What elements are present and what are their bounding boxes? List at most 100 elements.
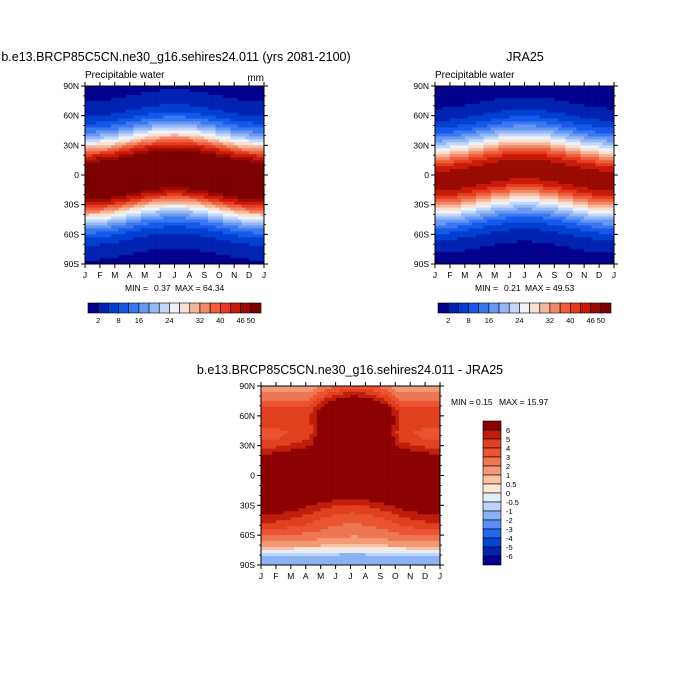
panel-obs-heat-cell bbox=[550, 172, 555, 176]
panel-obs-heat-cell bbox=[520, 169, 525, 173]
panel-model-heat-cell bbox=[241, 207, 246, 211]
panel-obs-heat-cell bbox=[595, 148, 600, 152]
panel-obs-heat-cell bbox=[572, 183, 578, 188]
panel-model-heat-cell bbox=[96, 195, 101, 200]
panel-model-heat-cell bbox=[237, 160, 242, 164]
panel-obs-heat-cell bbox=[550, 175, 555, 179]
panel-obs-heat-cell bbox=[591, 94, 596, 99]
panel-model-heat-cell bbox=[185, 195, 190, 200]
panel-obs-heat-cell bbox=[435, 166, 440, 170]
panel-model-heat-cell bbox=[249, 112, 254, 116]
panel-obs-heat-cell bbox=[599, 97, 604, 102]
panel-obs-heat-cell bbox=[498, 166, 503, 170]
panel-model-heat-cell bbox=[96, 225, 101, 229]
panel-obs-heat-cell bbox=[479, 112, 484, 116]
panel-model-heat-cell bbox=[163, 177, 168, 182]
panel-model-heat-cell bbox=[174, 183, 179, 188]
panel-model-heat-cell bbox=[226, 252, 231, 256]
panel-model-heat-cell bbox=[103, 139, 108, 143]
panel-model-heat-cell bbox=[189, 88, 194, 93]
panel-model-heat-cell bbox=[144, 261, 149, 264]
panel-model-heat-cell bbox=[256, 175, 261, 179]
panel-model-heat-cell bbox=[222, 210, 228, 214]
panel-model-heat-cell bbox=[114, 189, 119, 194]
panel-obs-heat-cell bbox=[576, 157, 581, 161]
panel-model-heat-cell bbox=[85, 201, 90, 205]
panel-model-heat-cell bbox=[126, 148, 131, 152]
panel-model-heat-cell bbox=[163, 151, 168, 155]
panel-model-heat-cell bbox=[241, 252, 246, 256]
panel-model-heat-cell bbox=[133, 234, 138, 238]
panel-model-heat-cell bbox=[159, 219, 164, 223]
panel-obs-heat-cell bbox=[453, 163, 458, 167]
panel-obs-heat-cell bbox=[479, 130, 484, 134]
panel-model-heat-cell bbox=[193, 258, 198, 262]
panel-model-heat-cell bbox=[137, 115, 142, 119]
panel-obs-heat-cell bbox=[487, 133, 492, 137]
panel-obs-heat-cell bbox=[472, 145, 477, 149]
panel-model-heat-cell bbox=[204, 255, 209, 259]
panel-model-heat-cell bbox=[245, 166, 250, 170]
panel-obs-heat-cell bbox=[524, 186, 529, 191]
panel-obs-heat-cell bbox=[580, 198, 585, 202]
panel-model-heat-cell bbox=[159, 204, 164, 208]
panel-model-heat-cell bbox=[137, 154, 142, 158]
panel-model-heat-cell bbox=[152, 160, 157, 164]
panel-model-heat-cell bbox=[256, 169, 261, 173]
panel-obs-heat-cell bbox=[554, 177, 559, 182]
panel-model-max-value: 64.34 bbox=[203, 283, 225, 293]
panel-obs-heat-cell bbox=[546, 94, 551, 99]
panel-model-heat-cell bbox=[118, 100, 123, 105]
panel-model-heat-cell bbox=[178, 231, 183, 235]
panel-obs-heat-cell bbox=[498, 198, 503, 202]
panel-model-heat-cell bbox=[103, 148, 108, 152]
panel-model-heat-cell bbox=[219, 201, 224, 205]
panel-model-heat-cell bbox=[133, 133, 138, 137]
panel-obs-heat-cell bbox=[572, 91, 578, 96]
panel-model-heat-cell bbox=[85, 127, 90, 131]
panel-obs-heat-cell bbox=[572, 142, 578, 146]
panel-model-heat-cell bbox=[111, 88, 116, 93]
panel-obs-heat-cell bbox=[610, 145, 614, 149]
panel-model-heat-cell bbox=[85, 86, 90, 90]
panel-obs-heat-cell bbox=[509, 169, 514, 173]
panel-model-heat-cell bbox=[196, 154, 201, 158]
panel-obs-heat-cell bbox=[528, 145, 533, 149]
panel-obs-heat-cell bbox=[457, 157, 462, 161]
panel-obs-heat-cell bbox=[509, 127, 514, 131]
panel-model-heat-cell bbox=[237, 240, 242, 244]
panel-obs-heat-cell bbox=[517, 139, 522, 143]
panel-model-heat-cell bbox=[148, 252, 153, 256]
panel-model-heat-cell bbox=[211, 201, 216, 205]
panel-model-heat-cell bbox=[196, 121, 201, 125]
panel-model-heat-cell bbox=[260, 210, 264, 214]
panel-model-heat-cell bbox=[170, 112, 175, 116]
panel-model-heat-cell bbox=[193, 91, 198, 96]
panel-model-heat-cell bbox=[111, 231, 116, 235]
panel-model-heat-cell bbox=[107, 255, 112, 259]
panel-obs-heat-cell bbox=[554, 88, 559, 93]
panel-model-heat-cell bbox=[133, 103, 138, 108]
panel-model-heat-cell bbox=[200, 231, 205, 235]
panel-model-heat-cell bbox=[99, 240, 104, 244]
panel-model-heat-cell bbox=[163, 198, 168, 202]
panel-model-heat-cell bbox=[85, 195, 90, 200]
panel-model-heat-cell bbox=[215, 154, 220, 158]
panel-model-heat-cell bbox=[185, 148, 190, 152]
panel-obs-heat-cell bbox=[453, 160, 458, 164]
panel-obs-heat-cell bbox=[442, 121, 447, 125]
panel-obs-heat-cell bbox=[602, 180, 607, 185]
panel-obs-heat-cell bbox=[595, 133, 600, 137]
panel-model-heat-cell bbox=[126, 145, 131, 149]
panel-obs-heat-cell bbox=[569, 103, 574, 108]
panel-obs-heat-cell bbox=[546, 124, 551, 128]
panel-model-heat-cell bbox=[99, 157, 104, 161]
panel-model-heat-cell bbox=[88, 234, 93, 238]
panel-obs-heat-cell bbox=[487, 157, 492, 161]
panel-model-heat-cell bbox=[245, 175, 250, 179]
panel-model-heat-cell bbox=[208, 225, 213, 229]
panel-obs-heat-cell bbox=[483, 97, 488, 102]
panel-model-heat-cell bbox=[170, 180, 175, 185]
panel-model-heat-cell bbox=[200, 258, 205, 262]
panel-obs-heat-cell bbox=[472, 160, 477, 164]
